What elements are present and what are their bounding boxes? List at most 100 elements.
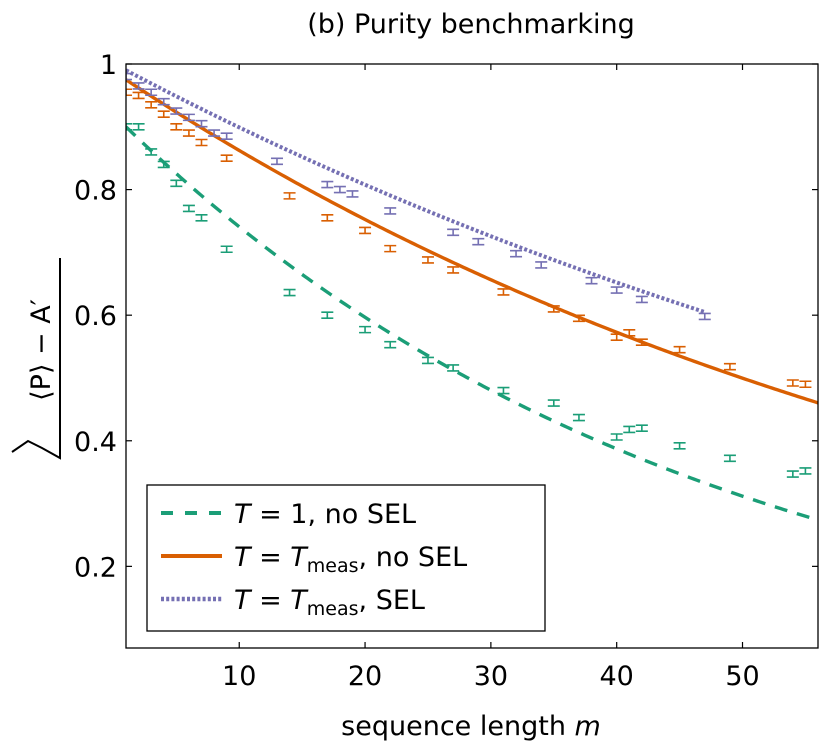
error-bar: [535, 261, 548, 269]
error-bar: [447, 266, 460, 274]
error-bar: [723, 362, 736, 371]
data-point: [635, 295, 648, 304]
error-bar: [421, 256, 434, 264]
error-bar: [145, 88, 158, 97]
error-bar: [610, 286, 623, 294]
error-bar: [321, 214, 334, 222]
data-point: [610, 333, 623, 341]
error-bar: [635, 338, 648, 346]
legend-entry: T = Tmeas, SEL: [161, 585, 425, 620]
data-point: [126, 88, 132, 97]
plot-frame: [125, 63, 819, 649]
data-point: [786, 379, 799, 387]
data-point: [572, 413, 585, 422]
y-tick-label: 0.6: [74, 301, 117, 332]
y-tick-label: 0.4: [74, 427, 117, 458]
error-bar: [610, 333, 623, 341]
series-2: [126, 78, 818, 405]
data-point: [447, 266, 460, 274]
y-axis-label: ⟨P⟩ − A′: [11, 258, 61, 460]
data-point: [673, 345, 686, 354]
error-bar: [635, 424, 648, 433]
data-point: [799, 467, 812, 475]
x-tick-label: 30: [474, 661, 508, 692]
legend-label: T = 1, no SEL: [234, 499, 416, 530]
data-point: [333, 185, 346, 194]
error-bar: [497, 288, 510, 296]
error-bar: [547, 399, 560, 407]
plot-area: [126, 68, 818, 522]
error-bar: [421, 356, 434, 365]
error-bar: [157, 97, 170, 106]
legend-entry: T = 1, no SEL: [161, 499, 416, 530]
error-bar: [623, 425, 636, 434]
error-bar: [170, 179, 183, 188]
data-point: [547, 305, 560, 313]
data-point: [346, 190, 359, 198]
error-bar: [799, 380, 812, 389]
y-tick-label: 0.2: [74, 552, 117, 583]
data-point: [182, 129, 195, 137]
data-point: [572, 314, 585, 323]
data-point: [384, 340, 397, 349]
data-point: [126, 122, 132, 131]
data-point: [145, 148, 158, 156]
series-1: [126, 122, 818, 522]
data-point: [623, 425, 636, 434]
error-bar: [723, 454, 736, 463]
error-bar: [220, 154, 233, 162]
data-point: [195, 138, 208, 147]
chart-title: (b) Purity benchmarking: [307, 9, 635, 40]
data-point: [126, 72, 132, 81]
data-point: [673, 441, 686, 450]
error-bar: [195, 214, 208, 222]
data-point: [472, 237, 485, 246]
data-point: [585, 276, 598, 285]
data-point: [220, 154, 233, 162]
error-bar: [447, 364, 460, 372]
data-point: [145, 101, 158, 109]
data-point: [623, 328, 636, 337]
data-point: [535, 261, 548, 269]
error-bar: [384, 340, 397, 349]
legend-label: T = Tmeas, no SEL: [234, 542, 467, 577]
error-bar: [283, 192, 296, 200]
fit-line: [126, 125, 818, 522]
error-bar: [623, 328, 636, 337]
error-bar: [182, 129, 195, 137]
data-point: [384, 207, 397, 215]
data-point: [635, 338, 648, 346]
x-tick-label: 10: [222, 661, 256, 692]
y-tick-label: 1: [100, 50, 117, 81]
data-point: [359, 226, 372, 235]
data-point: [698, 312, 711, 321]
y-tick-label: 0.8: [74, 176, 117, 207]
error-bar: [610, 433, 623, 441]
data-point: [447, 364, 460, 372]
data-point: [208, 129, 221, 137]
data-point: [786, 470, 799, 478]
data-point: [195, 119, 208, 128]
legend: T = 1, no SEL T = Tmeas, no SEL T = Tmeas,…: [146, 484, 546, 632]
error-bar: [195, 138, 208, 147]
data-point: [635, 424, 648, 433]
data-point: [157, 97, 170, 106]
data-point: [384, 244, 397, 253]
error-bar: [786, 379, 799, 387]
data-point: [157, 110, 170, 119]
data-point: [321, 180, 334, 189]
error-bar: [126, 88, 132, 97]
data-point: [359, 325, 372, 334]
error-bar: [698, 312, 711, 321]
error-bar: [799, 467, 812, 475]
data-point: [170, 179, 183, 188]
error-bar: [359, 325, 372, 334]
error-bar: [384, 207, 397, 215]
error-bar: [126, 72, 132, 81]
data-point: [170, 107, 183, 115]
error-bar: [572, 314, 585, 323]
data-point: [220, 132, 233, 141]
data-point: [195, 214, 208, 222]
data-point: [497, 386, 510, 395]
data-point: [497, 288, 510, 296]
